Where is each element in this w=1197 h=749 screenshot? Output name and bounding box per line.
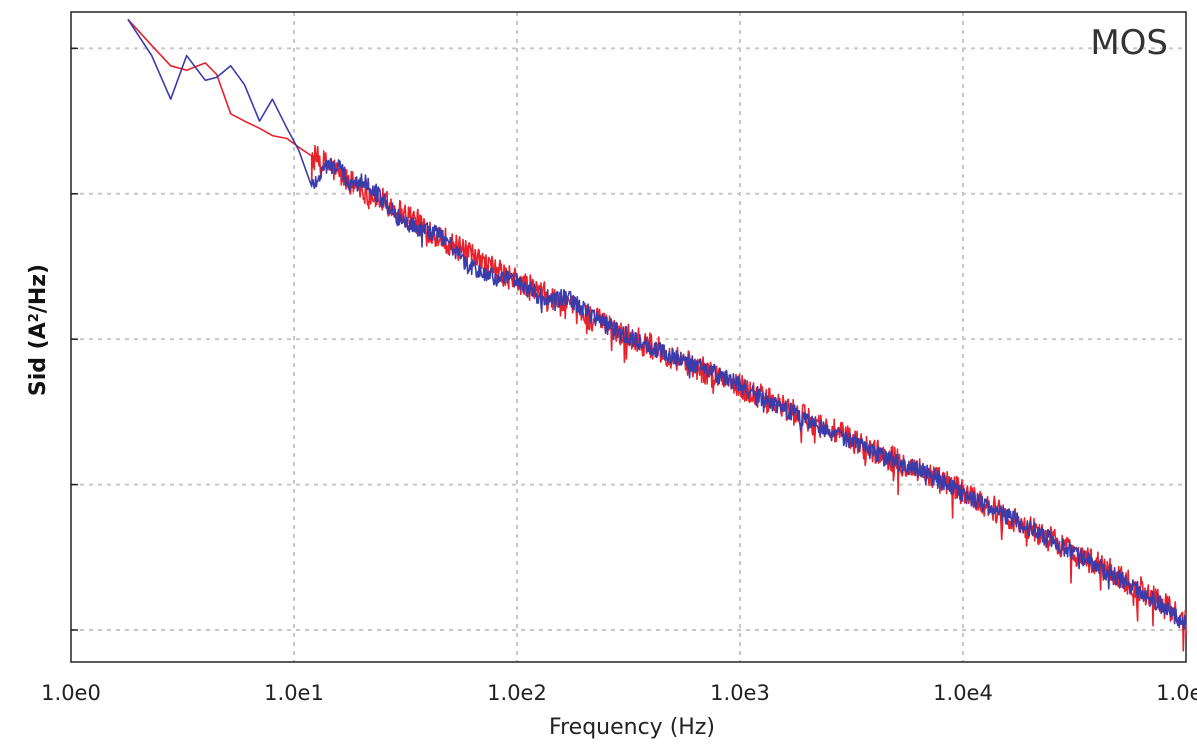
y-axis-title-superscript: 2: [27, 313, 42, 322]
y-gridlines: [71, 47, 1186, 632]
y-axis-title-part1: Sid (A: [26, 322, 51, 396]
x-tick-label: 1.0e3: [710, 681, 770, 705]
x-gridlines: [293, 12, 964, 662]
series-group: [127, 18, 1187, 652]
y-tick-marks: [71, 47, 78, 631]
y-axis-title: Sid (A2/Hz): [26, 264, 51, 396]
x-tick-label: 1.0e2: [487, 681, 547, 705]
mos-annotation: MOS: [1090, 23, 1168, 63]
red-series-line: [127, 18, 1187, 652]
x-tick-label: 1.0e4: [933, 681, 993, 705]
blue-series-line: [127, 18, 1187, 631]
x-tick-label: 1.0e1: [264, 681, 324, 705]
x-tick-label: 1.0e5: [1156, 681, 1197, 705]
x-tick-labels: 1.0e0 1.0e1 1.0e2 1.0e3 1.0e4 1.0e5: [41, 681, 1197, 705]
x-tick-label: 1.0e0: [41, 681, 101, 705]
x-axis-title: Frequency (Hz): [549, 715, 715, 740]
y-axis-title-part2: /Hz): [26, 264, 51, 313]
plot-frame: [70, 11, 1187, 663]
